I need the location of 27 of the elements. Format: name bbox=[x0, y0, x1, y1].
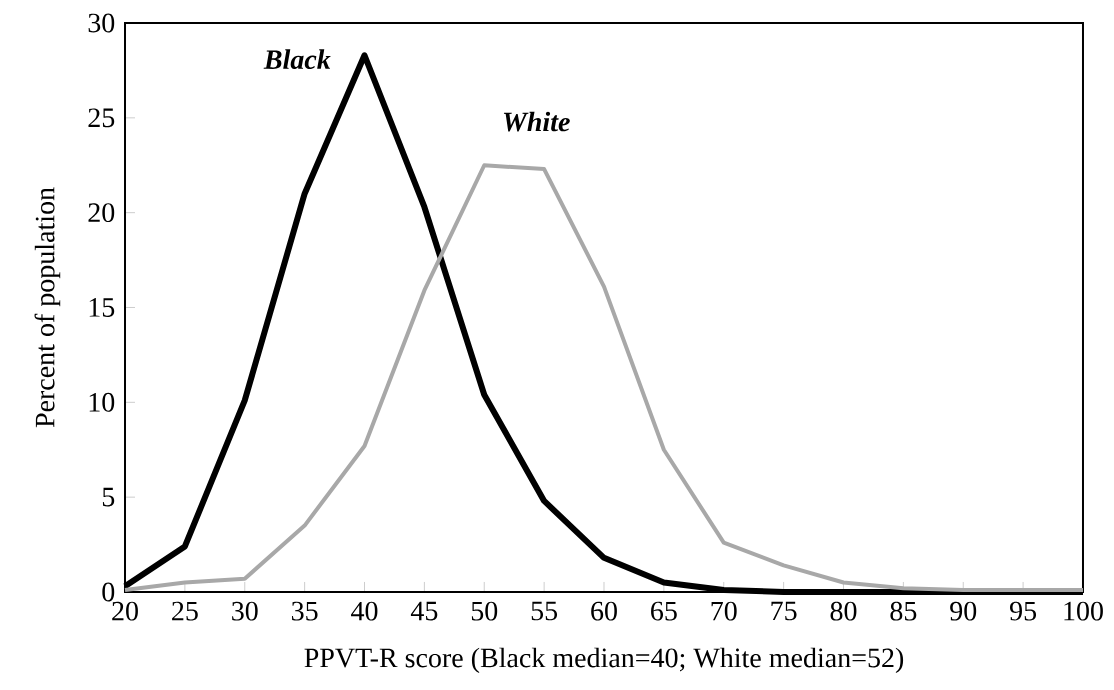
x-tick-label: 70 bbox=[711, 601, 737, 621]
y-tick-label: 5 bbox=[102, 487, 115, 507]
x-tick-label: 60 bbox=[591, 601, 617, 621]
x-tick-label: 90 bbox=[950, 601, 977, 621]
x-tick-label: 40 bbox=[351, 601, 378, 621]
x-axis-title: PPVT-R score (Black median=40; White median=52) bbox=[304, 647, 904, 674]
x-tick-label: 35 bbox=[291, 601, 318, 621]
x-tick-label: 55 bbox=[531, 601, 558, 621]
series-label: Black bbox=[263, 49, 331, 70]
y-tick-label: 15 bbox=[89, 298, 115, 317]
x-tick-label: 100 bbox=[1064, 601, 1103, 621]
x-tick-label: 45 bbox=[410, 601, 438, 621]
x-tick-label: 95 bbox=[1010, 601, 1037, 621]
y-tick-label: 25 bbox=[88, 108, 115, 128]
x-tick-label: 65 bbox=[651, 601, 677, 621]
x-tick-label: 85 bbox=[890, 601, 917, 621]
y-tick-label: 10 bbox=[89, 392, 115, 412]
y-tick-label: 20 bbox=[88, 203, 115, 223]
y-axis-title: Percent of population bbox=[34, 187, 61, 428]
x-tick-label: 30 bbox=[232, 601, 258, 621]
y-tick-label: 0 bbox=[102, 582, 115, 602]
x-tick-label: 25 bbox=[172, 601, 198, 621]
y-tick-label: 30 bbox=[88, 13, 115, 33]
x-tick-label: 75 bbox=[771, 601, 797, 621]
x-tick-label: 80 bbox=[830, 601, 857, 621]
x-tick-label: 50 bbox=[471, 601, 498, 621]
series-label: White bbox=[503, 111, 570, 132]
